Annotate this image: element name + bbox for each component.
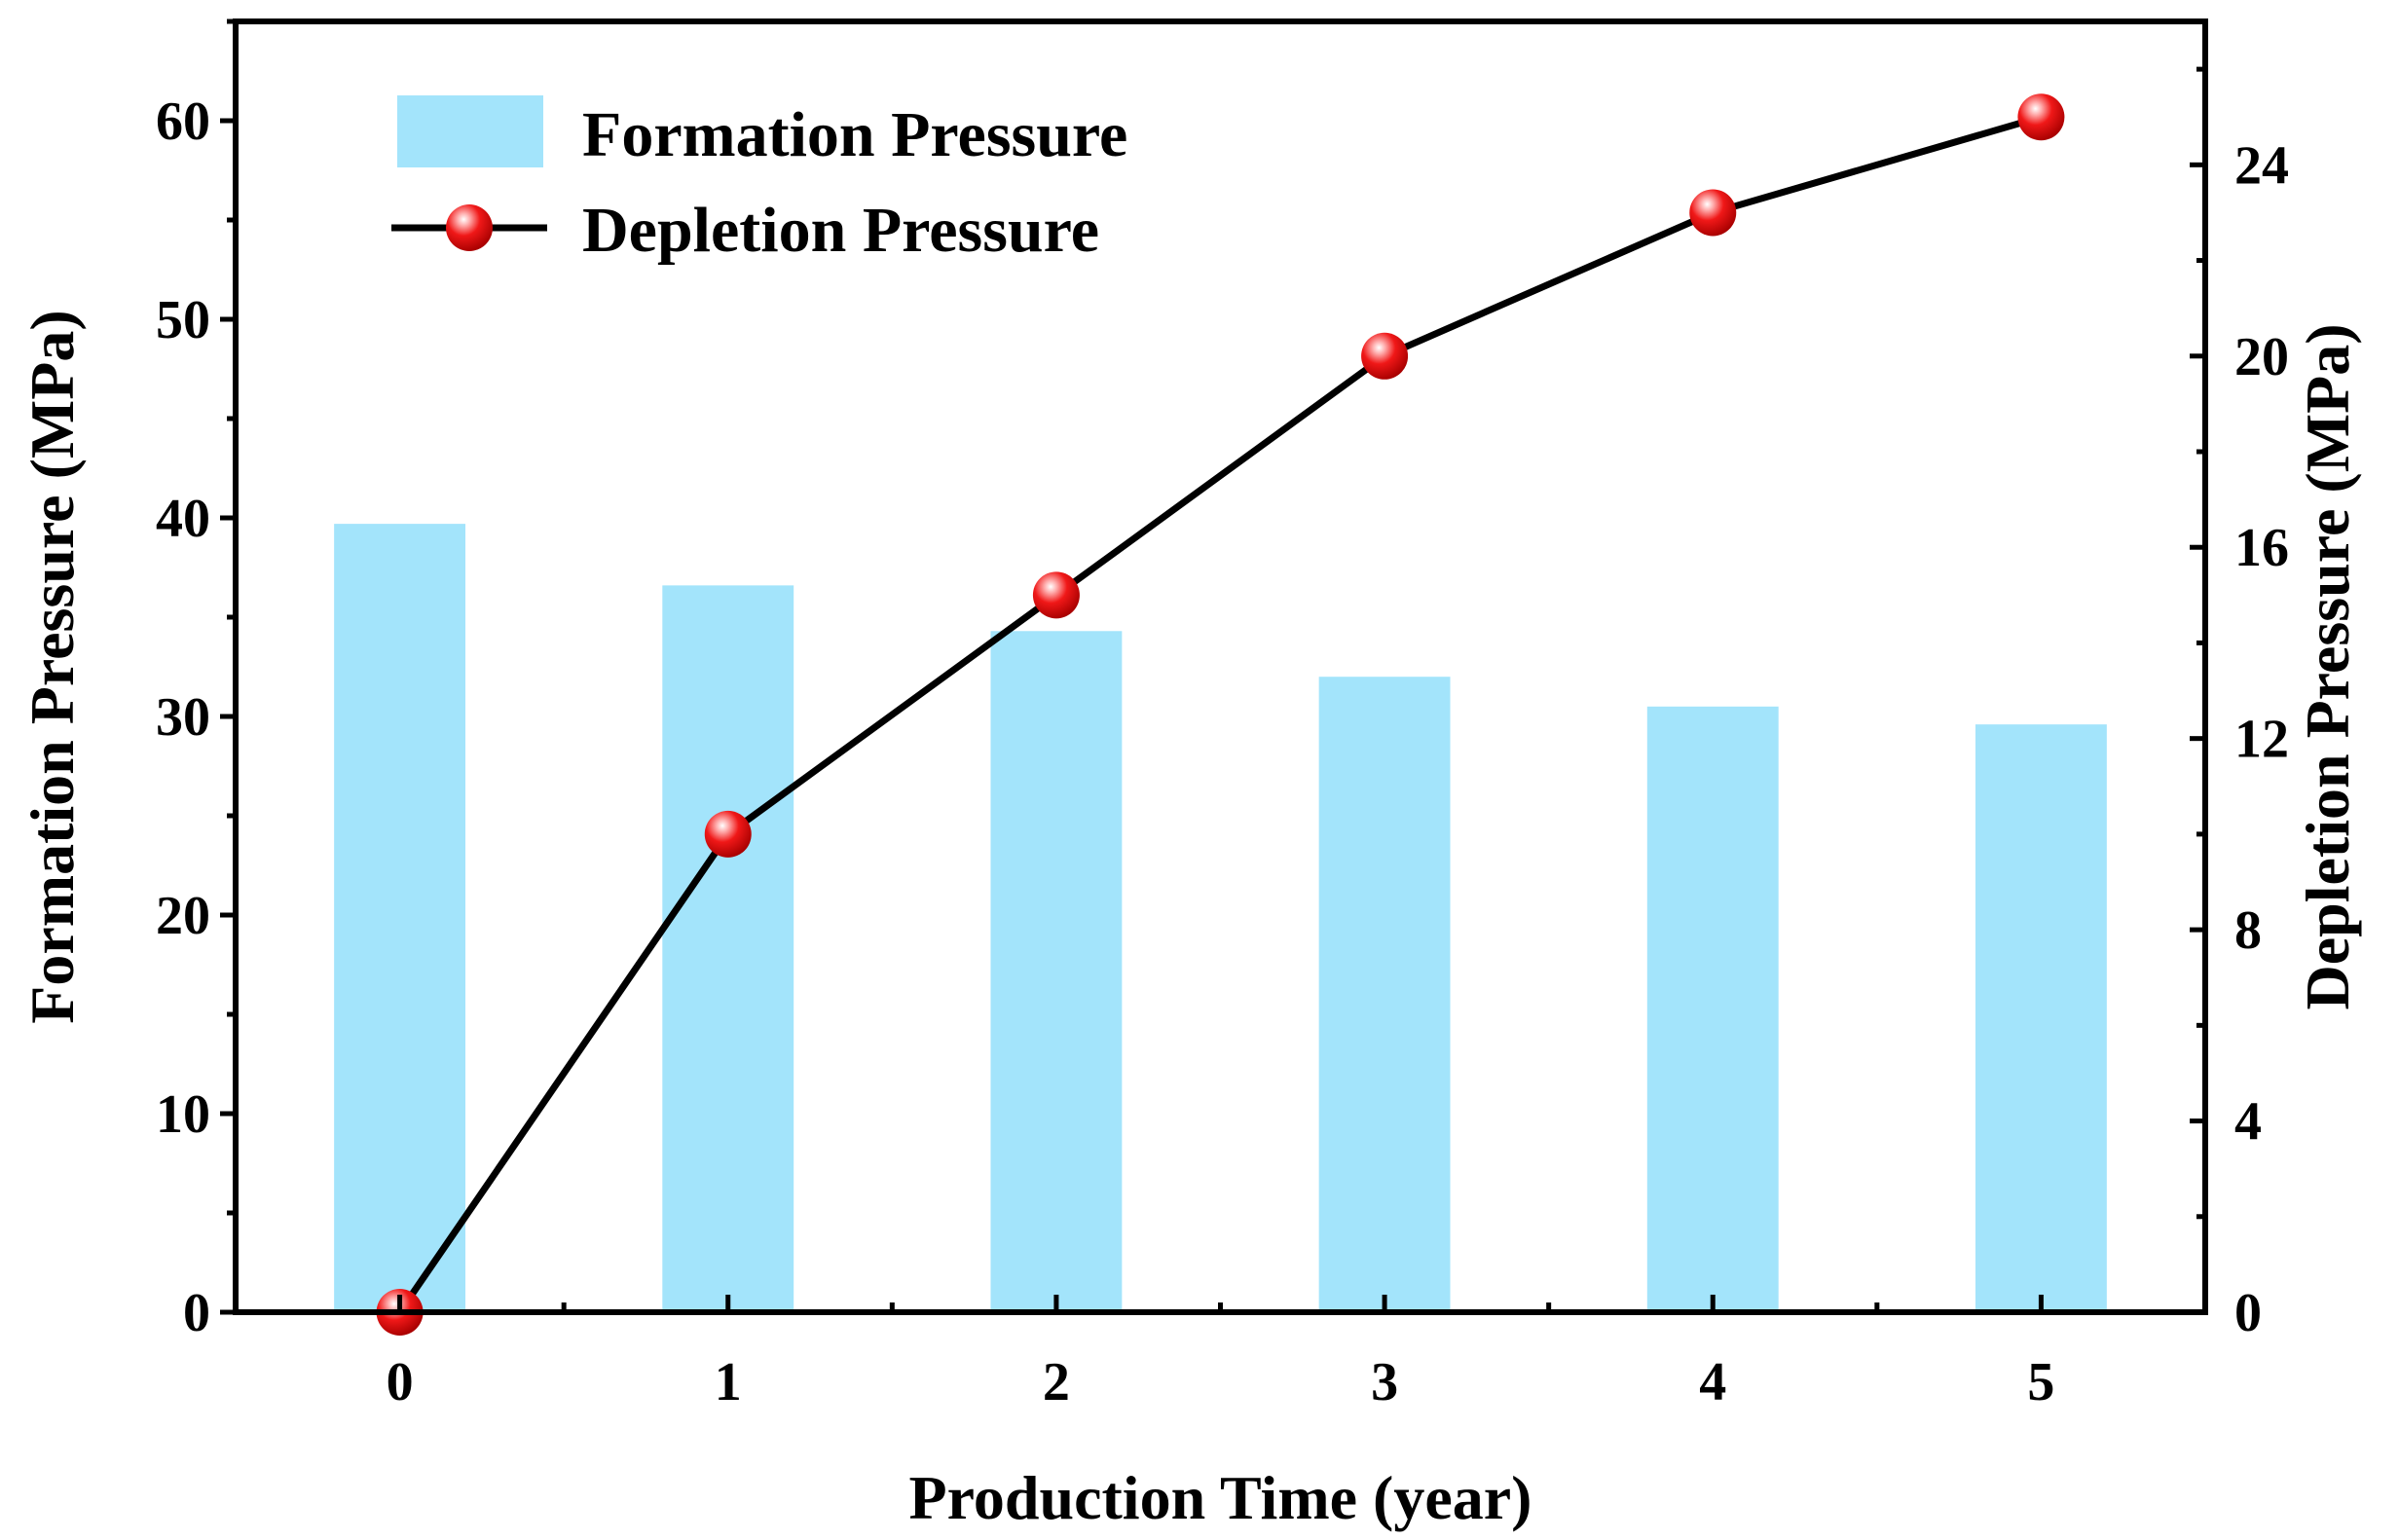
x-tick-label: 1	[715, 1352, 742, 1412]
legend-bar-swatch	[397, 95, 543, 167]
right-y-axis-title: Depletion Pressure (MPa)	[2293, 323, 2362, 1009]
bar-0	[334, 524, 466, 1312]
x-axis-title: Production Time (year)	[909, 1463, 1532, 1532]
formation-pressure-bars	[334, 524, 2107, 1312]
x-tick-label: 0	[387, 1352, 414, 1412]
depletion-pressure-series	[376, 93, 2065, 1336]
left-tick-label: 10	[156, 1084, 210, 1145]
bar-5	[1975, 724, 2107, 1312]
bar-1	[662, 585, 794, 1312]
left-y-axis-title: Formation Pressure (MPa)	[18, 310, 87, 1023]
left-tick-label: 30	[156, 687, 210, 748]
x-tick-label: 3	[1371, 1352, 1398, 1412]
left-tick-label: 0	[183, 1283, 210, 1343]
x-tick-label: 2	[1043, 1352, 1070, 1412]
right-tick-label: 8	[2234, 900, 2262, 961]
right-tick-label: 4	[2234, 1092, 2262, 1153]
bar-4	[1646, 706, 1779, 1312]
left-tick-label: 50	[156, 290, 210, 350]
bar-3	[1318, 677, 1451, 1312]
left-tick-label: 20	[156, 886, 210, 946]
right-tick-label: 0	[2234, 1283, 2262, 1343]
right-y-axis: 0 4 8 12 16 20 24	[2190, 66, 2289, 1343]
x-tick-label: 4	[1699, 1352, 1726, 1412]
bar-2	[990, 631, 1123, 1312]
marker-2	[1032, 571, 1080, 619]
legend-label-depletion-pressure: Depletion Pressure	[582, 195, 1099, 266]
left-tick-label: 40	[156, 489, 210, 549]
legend: Formation Pressure Depletion Pressure	[391, 95, 1127, 266]
marker-5	[2017, 93, 2065, 141]
right-tick-label: 20	[2234, 327, 2289, 387]
marker-1	[704, 810, 752, 858]
x-axis: 0 1 2 3 4 5	[387, 1295, 2054, 1412]
legend-marker	[446, 204, 493, 251]
right-tick-label: 24	[2234, 135, 2289, 196]
x-tick-label: 5	[2027, 1352, 2054, 1412]
legend-label-formation-pressure: Formation Pressure	[582, 99, 1127, 170]
depletion-pressure-line	[396, 113, 2043, 1314]
right-tick-label: 12	[2234, 710, 2289, 770]
left-tick-label: 60	[156, 92, 210, 152]
left-y-axis: 0 10 20 30 40 50 60	[156, 18, 236, 1343]
right-tick-label: 16	[2234, 518, 2289, 578]
marker-4	[1689, 189, 1737, 237]
marker-3	[1361, 332, 1409, 380]
